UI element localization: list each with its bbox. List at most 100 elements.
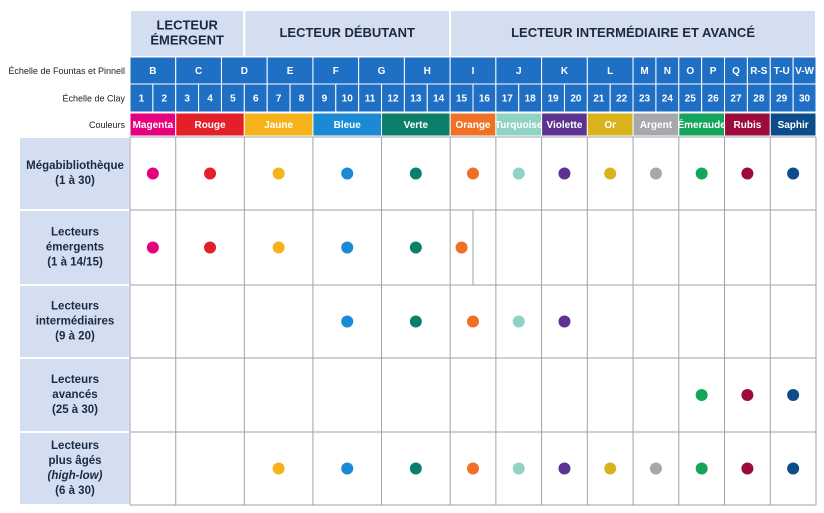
row-label: Lecteurs <box>51 374 99 386</box>
fountas-cell <box>586 56 634 85</box>
row-label: (25 à 30) <box>52 404 98 416</box>
clay-level: 18 <box>525 94 537 105</box>
level-dot <box>604 167 617 180</box>
clay-level: 14 <box>433 94 445 105</box>
color-name: Rubis <box>734 120 762 131</box>
color-name: Bleue <box>334 120 362 131</box>
clay-level: 24 <box>662 94 674 105</box>
level-dot <box>341 167 354 180</box>
level-dot <box>558 315 571 328</box>
clay-level: 4 <box>207 94 213 105</box>
fountas-level: P <box>710 66 717 77</box>
clay-level: 30 <box>799 94 811 105</box>
header-title: ÉMERGENT <box>150 32 224 47</box>
row-label: (6 à 30) <box>55 485 95 497</box>
row-header-label: Échelle de Fountas et Pinnell <box>8 66 125 76</box>
level-dot <box>558 462 571 475</box>
fountas-cell <box>495 56 543 85</box>
clay-level: 10 <box>342 94 354 105</box>
level-dot <box>695 167 708 180</box>
clay-level: 15 <box>456 94 468 105</box>
clay-level: 1 <box>139 94 145 105</box>
clay-level: 26 <box>708 94 720 105</box>
fountas-level: Q <box>732 66 740 77</box>
header-cell <box>243 9 452 58</box>
row-label: (9 à 20) <box>55 331 95 343</box>
clay-level: 19 <box>547 94 559 105</box>
level-dot <box>272 462 285 475</box>
color-name: Saphir <box>778 120 809 131</box>
fountas-level: V-W <box>795 66 814 77</box>
level-dot <box>204 241 217 254</box>
color-name: Jaune <box>264 120 293 131</box>
level-dot <box>409 167 422 180</box>
clay-level: 22 <box>616 94 628 105</box>
fountas-level: C <box>195 66 202 77</box>
clay-level: 2 <box>162 94 168 105</box>
clay-level: 27 <box>730 94 742 105</box>
clay-level: 16 <box>479 94 491 105</box>
row-label-cell <box>20 359 129 431</box>
level-dot <box>787 167 800 180</box>
clay-level: 17 <box>502 94 514 105</box>
level-dot <box>467 167 479 180</box>
row-label-cell <box>20 286 129 357</box>
row-label: plus âgés <box>48 455 101 467</box>
fountas-level: B <box>149 66 156 77</box>
row-label: Mégabibliothèque <box>26 160 124 172</box>
level-dot <box>512 315 525 328</box>
header-cell <box>129 9 246 58</box>
clay-level: 3 <box>184 94 190 105</box>
color-name: Verte <box>404 120 429 131</box>
fountas-cell <box>220 56 268 85</box>
level-dot <box>341 241 354 254</box>
clay-level: 21 <box>593 94 605 105</box>
level-dot <box>649 462 662 475</box>
level-dot <box>741 389 754 401</box>
clay-level: 8 <box>299 94 305 105</box>
level-dot <box>512 167 525 180</box>
fountas-level: I <box>472 66 475 77</box>
clay-level: 12 <box>387 94 399 105</box>
level-dot <box>455 241 468 254</box>
level-dot <box>272 241 285 254</box>
row-label: (1 à 30) <box>55 175 95 187</box>
clay-level: 9 <box>322 94 328 105</box>
header-title: LECTEUR DÉBUTANT <box>279 25 415 40</box>
level-dot <box>341 462 354 475</box>
fountas-level: G <box>378 66 386 77</box>
fountas-level: K <box>561 66 569 77</box>
level-dot <box>409 462 422 475</box>
color-name: Or <box>604 120 616 131</box>
row-label: (high-low) <box>48 470 103 482</box>
fountas-level: R-S <box>750 66 768 77</box>
clay-level: 13 <box>410 94 422 105</box>
clay-cell <box>792 83 817 113</box>
color-name: Argent <box>640 120 673 131</box>
row-label: Lecteurs <box>51 301 99 313</box>
clay-level: 28 <box>753 94 765 105</box>
color-name: Orange <box>455 120 490 131</box>
level-dot <box>467 315 479 328</box>
fountas-level: E <box>287 66 294 77</box>
fountas-level: M <box>640 66 648 77</box>
row-label-cell <box>20 138 129 209</box>
level-dot <box>204 167 217 180</box>
clay-level: 11 <box>365 94 376 105</box>
level-dot <box>787 462 800 475</box>
clay-level: 23 <box>639 94 651 105</box>
row-label-cell <box>20 433 129 504</box>
level-dot <box>146 167 159 180</box>
row-label: intermédiaires <box>36 316 115 328</box>
level-dot <box>649 167 662 180</box>
level-dot <box>741 167 754 180</box>
fountas-level: F <box>333 66 339 77</box>
level-dot <box>409 241 422 254</box>
level-dot <box>341 315 354 328</box>
clay-level: 25 <box>685 94 697 105</box>
color-name: Émeraude <box>677 118 726 131</box>
level-dot <box>512 462 525 475</box>
clay-level: 7 <box>276 94 282 105</box>
row-label: avancés <box>52 389 97 401</box>
